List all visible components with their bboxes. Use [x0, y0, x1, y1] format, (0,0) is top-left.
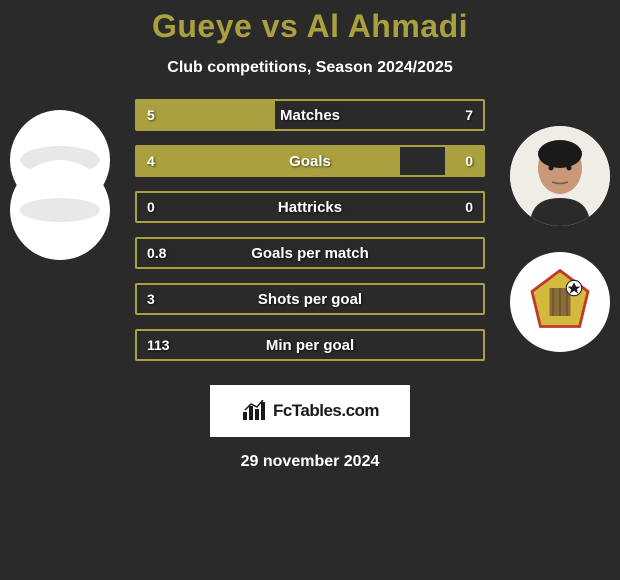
page-subtitle: Club competitions, Season 2024/2025 — [167, 59, 452, 77]
stat-label: Shots per goal — [258, 291, 362, 308]
stat-value-right: 0 — [465, 153, 473, 169]
stat-label: Matches — [280, 107, 340, 124]
bar-chart-icon — [241, 400, 267, 422]
stat-value-left: 3 — [147, 291, 155, 307]
stat-label: Goals — [289, 153, 331, 170]
stat-value-right: 0 — [465, 199, 473, 215]
team-left-badge — [10, 160, 110, 260]
stat-value-right: 7 — [465, 107, 473, 123]
stat-value-left: 113 — [147, 337, 170, 353]
placeholder-oval-icon — [20, 198, 100, 222]
stat-label: Goals per match — [251, 245, 369, 262]
club-crest-icon — [525, 267, 595, 337]
page-title: Gueye vs Al Ahmadi — [152, 8, 468, 45]
team-right-badge — [510, 252, 610, 352]
stat-bar-right — [445, 147, 483, 175]
brand-name: FcTables.com — [273, 401, 379, 421]
stat-row: 113 Min per goal — [135, 329, 485, 361]
stat-value-left: 4 — [147, 153, 155, 169]
stats-list: 5 Matches 7 4 Goals 0 0 Hattricks 0 0.8 Goals per … — [135, 99, 485, 375]
player-right-avatar — [510, 126, 610, 226]
stat-bar-left — [137, 101, 275, 129]
stat-row: 0 Hattricks 0 — [135, 191, 485, 223]
stat-row: 3 Shots per goal — [135, 283, 485, 315]
stat-value-left: 0 — [147, 199, 155, 215]
brand-footer[interactable]: FcTables.com — [210, 385, 410, 437]
comparison-card: Gueye vs Al Ahmadi Club competitions, Se… — [0, 0, 620, 580]
stat-value-left: 5 — [147, 107, 155, 123]
player-portrait-icon — [510, 126, 610, 226]
stat-row: 0.8 Goals per match — [135, 237, 485, 269]
footer-date: 29 november 2024 — [241, 453, 380, 471]
stat-bar-left — [137, 147, 400, 175]
stat-label: Min per goal — [266, 337, 354, 354]
stat-value-left: 0.8 — [147, 245, 166, 261]
stat-row: 4 Goals 0 — [135, 145, 485, 177]
stat-label: Hattricks — [278, 199, 342, 216]
stat-row: 5 Matches 7 — [135, 99, 485, 131]
